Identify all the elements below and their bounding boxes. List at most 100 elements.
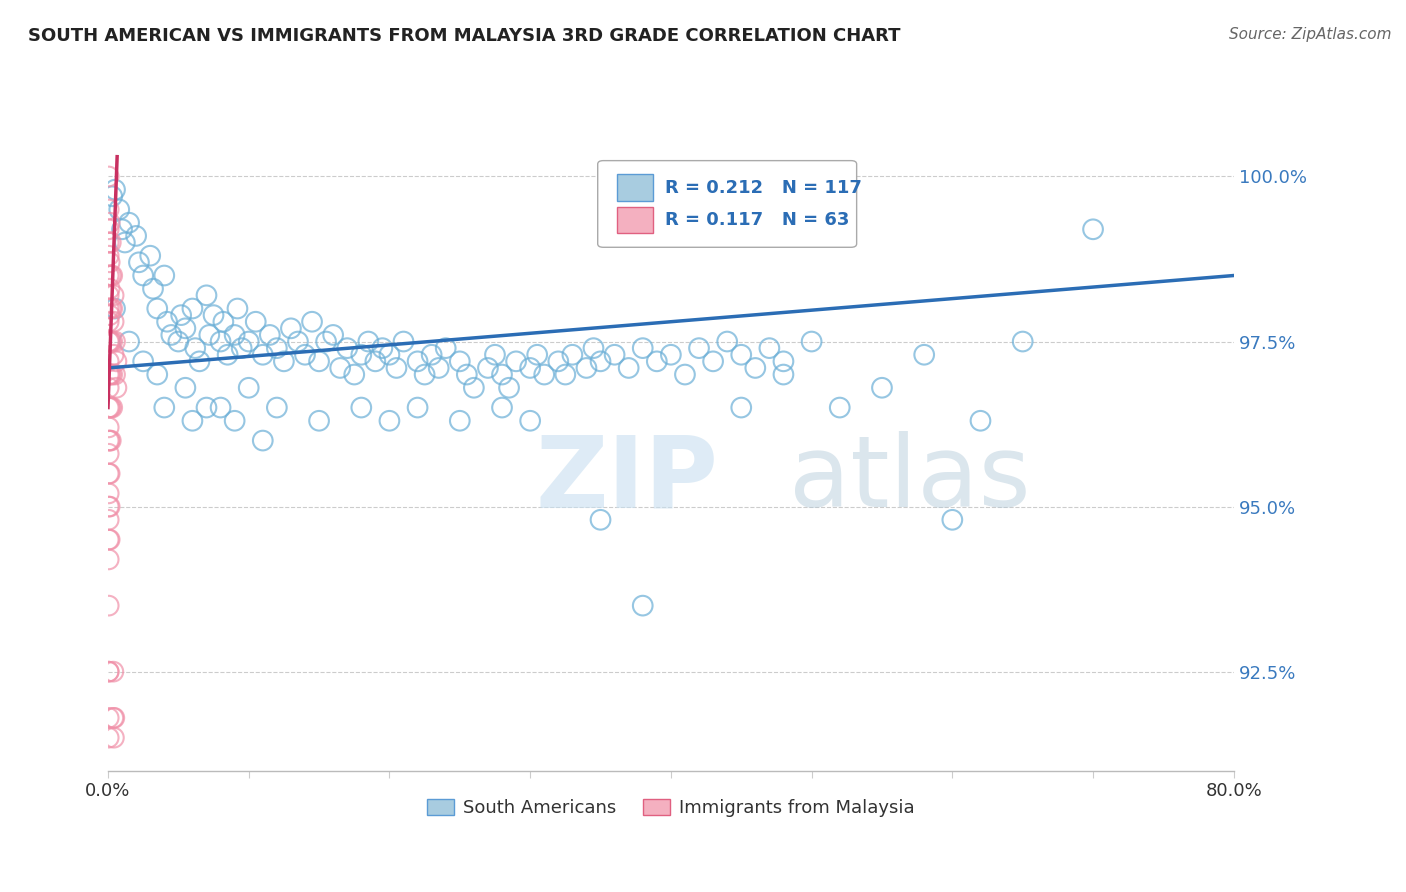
Point bbox=[97, 401, 120, 415]
Point bbox=[420, 348, 443, 362]
Point bbox=[97, 711, 120, 725]
Point bbox=[97, 467, 120, 481]
Point bbox=[912, 348, 935, 362]
Point bbox=[97, 202, 120, 217]
Point bbox=[101, 401, 124, 415]
Point bbox=[434, 341, 457, 355]
Point bbox=[167, 334, 190, 349]
FancyBboxPatch shape bbox=[617, 207, 652, 234]
Point bbox=[97, 533, 120, 547]
Point bbox=[97, 268, 120, 283]
Point bbox=[217, 348, 239, 362]
Point bbox=[1011, 334, 1033, 349]
Point bbox=[631, 599, 654, 613]
Point bbox=[224, 327, 246, 342]
Point bbox=[702, 354, 724, 368]
Point bbox=[105, 354, 128, 368]
Point bbox=[146, 301, 169, 316]
Point bbox=[103, 711, 125, 725]
Point bbox=[97, 301, 120, 316]
Point bbox=[98, 216, 121, 230]
Point bbox=[97, 288, 120, 302]
Point bbox=[98, 368, 121, 382]
Point bbox=[406, 401, 429, 415]
Point bbox=[315, 334, 337, 349]
Point bbox=[188, 354, 211, 368]
Point bbox=[97, 169, 120, 184]
Text: ZIP: ZIP bbox=[536, 431, 718, 528]
Point bbox=[673, 368, 696, 382]
Point bbox=[181, 301, 204, 316]
Point bbox=[153, 268, 176, 283]
Point bbox=[111, 222, 134, 236]
Point bbox=[97, 368, 120, 382]
Point bbox=[156, 315, 179, 329]
Point bbox=[603, 348, 626, 362]
Point bbox=[941, 513, 963, 527]
Point bbox=[184, 341, 207, 355]
Point bbox=[519, 414, 541, 428]
Point bbox=[98, 500, 121, 514]
Point bbox=[97, 486, 120, 500]
Text: atlas: atlas bbox=[789, 431, 1031, 528]
Point bbox=[97, 500, 120, 514]
Point bbox=[280, 321, 302, 335]
Point bbox=[101, 301, 124, 316]
Point bbox=[98, 308, 121, 322]
Point bbox=[100, 401, 122, 415]
Point bbox=[139, 249, 162, 263]
Point bbox=[104, 301, 127, 316]
Point bbox=[969, 414, 991, 428]
Point bbox=[582, 341, 605, 355]
Point bbox=[128, 255, 150, 269]
Point bbox=[97, 222, 120, 236]
Point bbox=[252, 434, 274, 448]
Point bbox=[209, 334, 232, 349]
Point bbox=[103, 348, 125, 362]
Point bbox=[224, 414, 246, 428]
Point bbox=[301, 315, 323, 329]
Point bbox=[645, 354, 668, 368]
Point bbox=[631, 341, 654, 355]
Point bbox=[100, 235, 122, 250]
Point bbox=[238, 334, 260, 349]
Point bbox=[170, 308, 193, 322]
Point bbox=[308, 414, 330, 428]
Point bbox=[350, 348, 373, 362]
Legend: South Americans, Immigrants from Malaysia: South Americans, Immigrants from Malaysi… bbox=[419, 791, 922, 824]
Point bbox=[688, 341, 710, 355]
Text: R = 0.212   N = 117: R = 0.212 N = 117 bbox=[665, 178, 862, 196]
Point bbox=[101, 334, 124, 349]
Point bbox=[238, 381, 260, 395]
Point bbox=[744, 360, 766, 375]
Point bbox=[484, 348, 506, 362]
Point bbox=[97, 434, 120, 448]
Point bbox=[97, 665, 120, 679]
Point bbox=[322, 327, 344, 342]
Point bbox=[125, 228, 148, 243]
Point bbox=[98, 467, 121, 481]
Point bbox=[98, 533, 121, 547]
Point bbox=[491, 368, 513, 382]
Point bbox=[174, 381, 197, 395]
Point bbox=[413, 368, 436, 382]
Point bbox=[97, 513, 120, 527]
Point bbox=[132, 268, 155, 283]
Point bbox=[385, 360, 408, 375]
Point bbox=[491, 401, 513, 415]
Point bbox=[132, 354, 155, 368]
Text: Source: ZipAtlas.com: Source: ZipAtlas.com bbox=[1229, 27, 1392, 42]
Point bbox=[730, 348, 752, 362]
Point bbox=[226, 301, 249, 316]
Point bbox=[100, 301, 122, 316]
Point bbox=[98, 282, 121, 296]
Point bbox=[427, 360, 450, 375]
Point bbox=[97, 354, 120, 368]
Point bbox=[371, 341, 394, 355]
Point bbox=[97, 235, 120, 250]
Point bbox=[97, 599, 120, 613]
Point bbox=[104, 368, 127, 382]
Point bbox=[378, 348, 401, 362]
Point bbox=[97, 420, 120, 434]
Point bbox=[114, 235, 136, 250]
